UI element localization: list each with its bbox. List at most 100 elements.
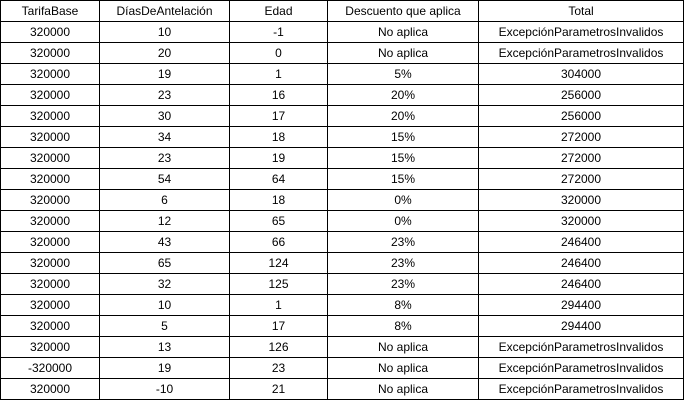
cell-dias-de-antelacion: 19: [99, 63, 230, 85]
cell-descuento: 0%: [327, 189, 479, 211]
cell-tarifa-base: 320000: [0, 273, 100, 295]
cell-total: ExcepciónParametrosInvalidos: [478, 378, 684, 400]
table-row: 320000 5 17 8% 294400: [0, 315, 684, 337]
cell-descuento: 8%: [327, 294, 479, 316]
table-row: 320000 23 19 15% 272000: [0, 147, 684, 169]
cell-dias-de-antelacion: 13: [99, 336, 230, 358]
cell-edad: 18: [229, 189, 328, 211]
cell-total: 320000: [478, 189, 684, 211]
cell-edad: 0: [229, 42, 328, 64]
cell-edad: 17: [229, 105, 328, 127]
cell-dias-de-antelacion: 34: [99, 126, 230, 148]
cell-dias-de-antelacion: 10: [99, 294, 230, 316]
header-descuento: Descuento que aplica: [327, 0, 479, 22]
table-row: 320000 12 65 0% 320000: [0, 210, 684, 232]
cell-tarifa-base: 320000: [0, 315, 100, 337]
header-row: TarifaBase DíasDeAntelación Edad Descuen…: [0, 0, 684, 22]
cell-total: ExcepciónParametrosInvalidos: [478, 336, 684, 358]
cell-total: 272000: [478, 126, 684, 148]
table-row: 320000 -10 21 No aplica ExcepciónParametrosI…: [0, 378, 684, 400]
table-row: 320000 34 18 15% 272000: [0, 126, 684, 148]
cell-descuento: No aplica: [327, 357, 479, 379]
table-row: 320000 10 1 8% 294400: [0, 294, 684, 316]
table-row: 320000 65 124 23% 246400: [0, 252, 684, 274]
cell-descuento: 8%: [327, 315, 479, 337]
cell-dias-de-antelacion: 19: [99, 357, 230, 379]
cell-edad: 18: [229, 126, 328, 148]
cell-edad: 126: [229, 336, 328, 358]
header-edad: Edad: [229, 0, 328, 22]
cell-dias-de-antelacion: 6: [99, 189, 230, 211]
cell-tarifa-base: 320000: [0, 210, 100, 232]
table-row: 320000 32 125 23% 246400: [0, 273, 684, 295]
table-row: 320000 43 66 23% 246400: [0, 231, 684, 253]
table-row: 320000 6 18 0% 320000: [0, 189, 684, 211]
cell-dias-de-antelacion: 54: [99, 168, 230, 190]
cell-edad: 23: [229, 357, 328, 379]
cell-tarifa-base: 320000: [0, 231, 100, 253]
cell-total: ExcepciónParametrosInvalidos: [478, 357, 684, 379]
cell-descuento: No aplica: [327, 21, 479, 43]
cell-dias-de-antelacion: 43: [99, 231, 230, 253]
cell-dias-de-antelacion: 5: [99, 315, 230, 337]
header-tarifa-base: TarifaBase: [0, 0, 100, 22]
cell-tarifa-base: 320000: [0, 84, 100, 106]
cell-edad: 21: [229, 378, 328, 400]
cell-descuento: No aplica: [327, 378, 479, 400]
cell-total: 256000: [478, 105, 684, 127]
table-row: 320000 10 -1 No aplica ExcepciónParametrosIn…: [0, 21, 684, 43]
cell-descuento: 15%: [327, 147, 479, 169]
cell-tarifa-base: 320000: [0, 189, 100, 211]
cell-dias-de-antelacion: 12: [99, 210, 230, 232]
cell-descuento: 20%: [327, 84, 479, 106]
cell-total: 272000: [478, 147, 684, 169]
cell-dias-de-antelacion: 10: [99, 21, 230, 43]
cell-tarifa-base: 320000: [0, 294, 100, 316]
cell-total: 320000: [478, 210, 684, 232]
table-row: 320000 20 0 No aplica ExcepciónParametrosInv…: [0, 42, 684, 64]
cell-tarifa-base: 320000: [0, 105, 100, 127]
cell-descuento: No aplica: [327, 336, 479, 358]
cell-dias-de-antelacion: -10: [99, 378, 230, 400]
cell-total: 256000: [478, 84, 684, 106]
cell-total: 304000: [478, 63, 684, 85]
cell-dias-de-antelacion: 20: [99, 42, 230, 64]
cell-descuento: 23%: [327, 231, 479, 253]
cell-total: 294400: [478, 315, 684, 337]
cell-tarifa-base: -320000: [0, 357, 100, 379]
cell-descuento: 5%: [327, 63, 479, 85]
cell-edad: 124: [229, 252, 328, 274]
table-row: 320000 23 16 20% 256000: [0, 84, 684, 106]
header-dias-de-antelacion: DíasDeAntelación: [99, 0, 230, 22]
cell-tarifa-base: 320000: [0, 126, 100, 148]
table-body: 320000 10 -1 No aplica ExcepciónParametrosIn…: [0, 21, 684, 400]
cell-dias-de-antelacion: 32: [99, 273, 230, 295]
cell-edad: 1: [229, 294, 328, 316]
cell-dias-de-antelacion: 30: [99, 105, 230, 127]
table-row: -320000 19 23 No aplica ExcepciónParametrosI…: [0, 357, 684, 379]
cell-descuento: 23%: [327, 252, 479, 274]
cell-tarifa-base: 320000: [0, 168, 100, 190]
cell-tarifa-base: 320000: [0, 147, 100, 169]
cell-descuento: 15%: [327, 168, 479, 190]
cell-total: 246400: [478, 273, 684, 295]
cell-tarifa-base: 320000: [0, 336, 100, 358]
cell-tarifa-base: 320000: [0, 21, 100, 43]
table-row: 320000 13 126 No aplica ExcepciónParametrosI…: [0, 336, 684, 358]
cell-descuento: No aplica: [327, 42, 479, 64]
cell-edad: 17: [229, 315, 328, 337]
cell-descuento: 23%: [327, 273, 479, 295]
table-row: 320000 54 64 15% 272000: [0, 168, 684, 190]
cell-total: 272000: [478, 168, 684, 190]
table-row: 320000 30 17 20% 256000: [0, 105, 684, 127]
cell-total: 294400: [478, 294, 684, 316]
cell-total: ExcepciónParametrosInvalidos: [478, 42, 684, 64]
cell-tarifa-base: 320000: [0, 63, 100, 85]
cell-total: 246400: [478, 231, 684, 253]
cell-edad: 125: [229, 273, 328, 295]
cell-edad: 65: [229, 210, 328, 232]
cell-edad: -1: [229, 21, 328, 43]
cell-descuento: 0%: [327, 210, 479, 232]
cell-tarifa-base: 320000: [0, 42, 100, 64]
